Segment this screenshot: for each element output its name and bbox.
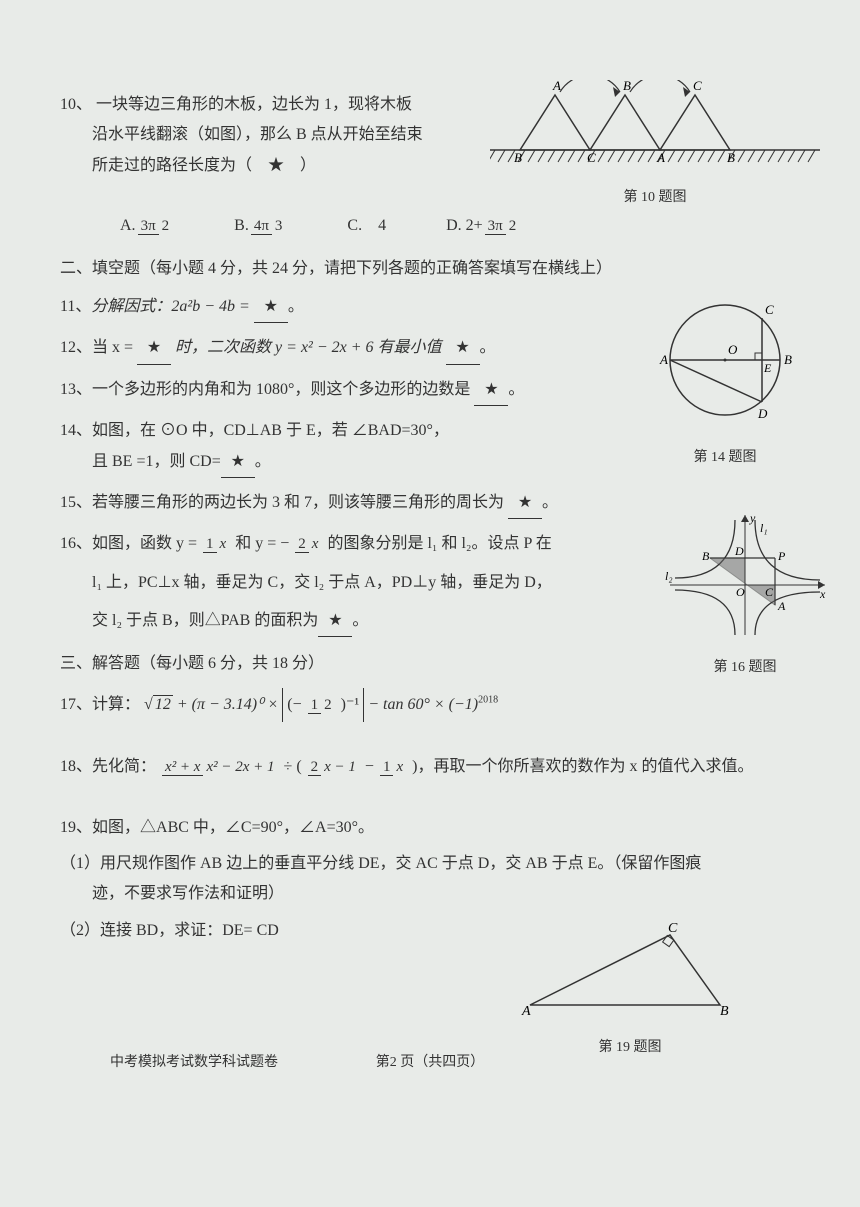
footer-center: 第2 页（共四页） xyxy=(376,1055,485,1070)
figure-16-label: 第 16 题图 xyxy=(660,655,830,682)
question-19: 19、如图，△ABC 中，∠C=90°，∠A=30°。 （1）用尺规作图作 AB… xyxy=(60,813,800,947)
svg-text:B: B xyxy=(720,1004,729,1019)
q10-optD: D. 2+ 3π2 xyxy=(446,211,521,241)
q10-line1: 一块等边三角形的木板，边长为 1，现将木板 xyxy=(96,96,412,113)
question-13: 13、一个多边形的内角和为 1080°，则这个多边形的边数是 ★。 xyxy=(60,375,800,406)
footer-left: 中考模拟考试数学科试题卷 xyxy=(110,1050,278,1077)
page-footer: 中考模拟考试数学科试题卷 第2 页（共四页） xyxy=(0,1050,860,1077)
svg-text:x: x xyxy=(819,587,826,601)
section-2-title: 二、填空题（每小题 4 分，共 24 分，请把下列各题的正确答案填写在横线上） xyxy=(60,254,800,284)
q10-optA: A. 3π2 xyxy=(120,211,174,241)
q10-line3: 所走过的路径长度为（ ★ ） xyxy=(60,151,800,181)
svg-text:y: y xyxy=(749,511,756,525)
question-11: 11、分解因式：2a²b − 4b = ★。 xyxy=(60,292,800,323)
q10-num: 10、 xyxy=(60,96,92,113)
svg-text:A: A xyxy=(521,1004,531,1019)
question-14: 14、如图，在 ⊙O 中，CD⊥AB 于 E，若 ∠BAD=30°， 且 BE … xyxy=(60,416,800,478)
question-10: 10、 一块等边三角形的木板，边长为 1，现将木板 沿水平线翻滚（如图），那么 … xyxy=(60,90,800,242)
q10-optB: B. 4π3 xyxy=(234,211,287,241)
q10-line2: 沿水平线翻滚（如图），那么 B 点从开始至结束 xyxy=(60,120,800,150)
question-17: 17、计算： √12 + (π − 3.14)⁰ × (− 12 )⁻¹ − t… xyxy=(60,688,800,722)
question-16: 16、如图，函数 y = 1x 和 y = − 2x 的图象分别是 l₁ 和 l… xyxy=(60,529,800,637)
question-18: 18、先化简： x² + xx² − 2x + 1 ÷ ( 2x − 1 − 1… xyxy=(60,752,800,782)
q10-optC: C. 4 xyxy=(347,211,386,241)
question-12: 12、当 x = ★ 时，二次函数 y = x² − 2x + 6 有最小值 ★… xyxy=(60,333,800,364)
